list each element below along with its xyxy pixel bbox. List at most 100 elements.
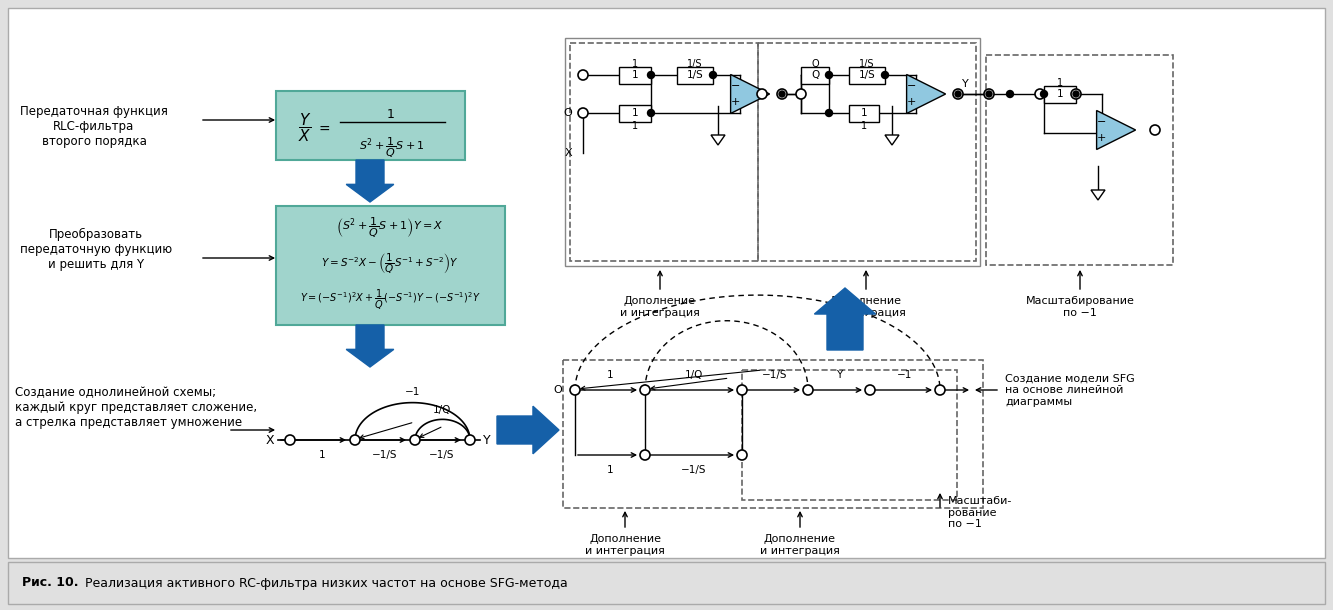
- FancyBboxPatch shape: [677, 66, 713, 84]
- Circle shape: [825, 110, 833, 117]
- Polygon shape: [906, 74, 945, 113]
- Text: 1: 1: [861, 108, 868, 118]
- Text: 1: 1: [861, 121, 866, 131]
- Circle shape: [757, 89, 766, 99]
- Text: $\left(S^2+\dfrac{1}{Q}S+1\right)Y = X$: $\left(S^2+\dfrac{1}{Q}S+1\right)Y = X$: [336, 216, 444, 240]
- Text: O: O: [564, 108, 572, 118]
- Text: 1/Q: 1/Q: [685, 370, 704, 380]
- Polygon shape: [347, 325, 393, 367]
- Circle shape: [953, 89, 962, 99]
- Circle shape: [648, 110, 655, 117]
- FancyBboxPatch shape: [276, 206, 505, 325]
- Text: +: +: [1097, 134, 1106, 143]
- Polygon shape: [730, 74, 769, 113]
- FancyBboxPatch shape: [276, 91, 465, 160]
- Text: 1: 1: [632, 121, 639, 131]
- Text: 1/S: 1/S: [686, 70, 704, 80]
- Text: 1: 1: [632, 108, 639, 118]
- Polygon shape: [814, 288, 876, 350]
- Circle shape: [571, 385, 580, 395]
- Circle shape: [640, 385, 651, 395]
- Circle shape: [351, 435, 360, 445]
- Text: 1: 1: [1057, 89, 1064, 99]
- Text: Создание однолинейной схемы;
каждый круг представляет сложение,
а стрелка предст: Создание однолинейной схемы; каждый круг…: [15, 386, 257, 429]
- Text: −1/S: −1/S: [762, 370, 788, 380]
- Text: −: −: [908, 81, 917, 91]
- Text: +: +: [730, 98, 741, 107]
- Circle shape: [579, 108, 588, 118]
- Text: 1/S: 1/S: [860, 59, 874, 69]
- Text: 1: 1: [632, 59, 639, 69]
- Text: $Y = S^{-2}X-\left(\dfrac{1}{Q}S^{-1}+S^{-2}\right)Y$: $Y = S^{-2}X-\left(\dfrac{1}{Q}S^{-1}+S^…: [321, 251, 459, 276]
- Circle shape: [777, 89, 786, 99]
- Circle shape: [802, 385, 813, 395]
- Text: 1/Q: 1/Q: [433, 406, 452, 415]
- Circle shape: [1150, 125, 1160, 135]
- Text: X: X: [564, 148, 572, 158]
- Text: Масштабирование
по −1: Масштабирование по −1: [1025, 296, 1134, 318]
- Text: Y: Y: [962, 79, 969, 89]
- Circle shape: [465, 435, 475, 445]
- Text: Создание модели SFG
на основе линейной
диаграммы: Создание модели SFG на основе линейной д…: [1005, 373, 1134, 407]
- FancyBboxPatch shape: [8, 8, 1325, 558]
- Circle shape: [986, 91, 992, 97]
- Circle shape: [737, 450, 746, 460]
- Circle shape: [579, 70, 588, 80]
- Circle shape: [881, 71, 889, 79]
- Circle shape: [648, 71, 655, 79]
- Text: 1: 1: [607, 465, 613, 475]
- Text: $1$: $1$: [385, 109, 395, 121]
- Text: 1: 1: [1057, 78, 1062, 88]
- Text: Дополнение
и интеграция: Дополнение и интеграция: [585, 534, 665, 556]
- Circle shape: [796, 89, 806, 99]
- Circle shape: [1073, 91, 1078, 97]
- Polygon shape: [1090, 190, 1105, 200]
- Text: 1/S: 1/S: [858, 70, 876, 80]
- Text: Рис. 10.: Рис. 10.: [23, 576, 79, 589]
- Text: $Y = (-S^{-1})^2X+\dfrac{1}{Q}(-S^{-1})Y-(-S^{-1})^2Y$: $Y = (-S^{-1})^2X+\dfrac{1}{Q}(-S^{-1})Y…: [300, 288, 480, 312]
- Circle shape: [865, 385, 874, 395]
- Text: −1/S: −1/S: [681, 465, 706, 475]
- Text: −: −: [1097, 117, 1106, 127]
- Text: Y: Y: [836, 370, 842, 380]
- Text: Y: Y: [483, 434, 491, 447]
- Text: −1: −1: [405, 387, 420, 396]
- Text: 1: 1: [607, 370, 613, 380]
- Circle shape: [778, 91, 785, 97]
- FancyBboxPatch shape: [849, 104, 878, 121]
- Text: Масштаби-
рование
по −1: Масштаби- рование по −1: [948, 496, 1012, 529]
- Text: Дополнение
и интеграция: Дополнение и интеграция: [760, 534, 840, 556]
- Text: 1/S: 1/S: [688, 59, 702, 69]
- Text: Q: Q: [812, 59, 818, 69]
- FancyBboxPatch shape: [1044, 85, 1076, 102]
- Text: $S^2+\dfrac{1}{Q}S+1$: $S^2+\dfrac{1}{Q}S+1$: [359, 136, 425, 160]
- Polygon shape: [885, 135, 898, 145]
- Circle shape: [825, 71, 833, 79]
- Polygon shape: [497, 406, 559, 454]
- Circle shape: [737, 385, 746, 395]
- Text: $\dfrac{Y}{X}$: $\dfrac{Y}{X}$: [299, 112, 312, 145]
- FancyBboxPatch shape: [801, 66, 829, 84]
- Text: 1: 1: [319, 450, 325, 460]
- Text: Реализация активного RC-фильтра низких частот на основе SFG-метода: Реализация активного RC-фильтра низких ч…: [85, 576, 568, 589]
- Circle shape: [411, 435, 420, 445]
- Polygon shape: [347, 160, 393, 202]
- Text: O: O: [553, 385, 563, 395]
- Circle shape: [934, 385, 945, 395]
- Text: −1/S: −1/S: [372, 450, 397, 460]
- Circle shape: [954, 91, 961, 97]
- Text: 1: 1: [632, 70, 639, 80]
- Circle shape: [1006, 90, 1013, 98]
- Text: Дополнение
и интеграция: Дополнение и интеграция: [826, 296, 906, 318]
- Text: −1/S: −1/S: [429, 450, 455, 460]
- Circle shape: [640, 450, 651, 460]
- Circle shape: [285, 435, 295, 445]
- Polygon shape: [1097, 110, 1136, 149]
- Circle shape: [1041, 90, 1048, 98]
- Circle shape: [984, 89, 994, 99]
- Polygon shape: [710, 135, 725, 145]
- Text: X: X: [265, 434, 275, 447]
- Text: −: −: [730, 81, 741, 91]
- Text: +: +: [908, 98, 917, 107]
- FancyBboxPatch shape: [619, 104, 651, 121]
